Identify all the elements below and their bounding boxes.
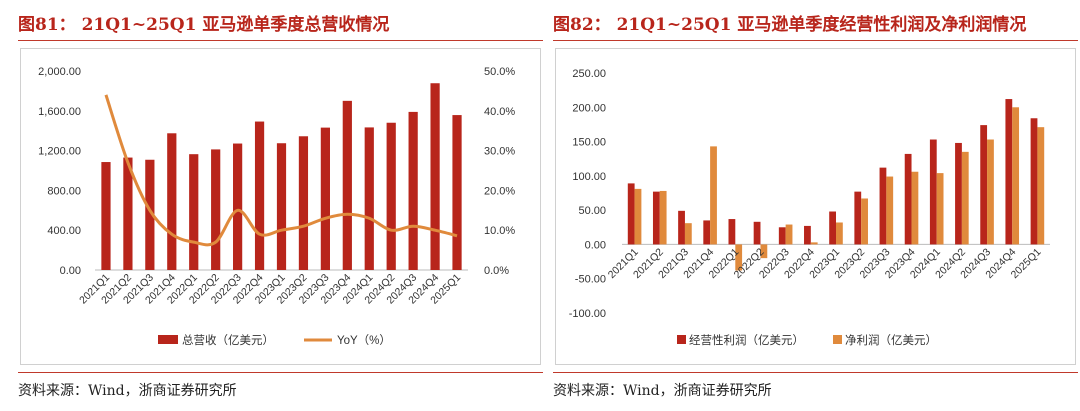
net-profit-bar [760, 244, 768, 259]
revenue-bar [101, 162, 111, 270]
revenue-bar [430, 83, 440, 270]
left-chart-frame: 0.00 400.00 800.00 1,200.00 1,600.00 2,000.00… [20, 48, 541, 365]
left-title-rule [18, 40, 543, 41]
left-figure-title: 图81： 21Q1~25Q1 亚马逊单季度总营收情况 [18, 15, 390, 35]
operating-profit-bar [753, 221, 761, 245]
operating-profit-bar [728, 219, 736, 245]
y-left-tick-label: 1,600.00 [38, 106, 81, 118]
right-panel: 图82： 21Q1~25Q1 亚马逊单季度经营性利润及净利润情况 -100.00… [553, 0, 1078, 411]
left-panel: 图81： 21Q1~25Q1 亚马逊单季度总营收情况 0.00 400.00 800… [18, 0, 543, 411]
y-left-tick-label: 1,200.00 [38, 146, 81, 158]
operating-profit-bar [904, 153, 912, 245]
revenue-bar [233, 143, 243, 270]
y-right-tick-label: 0.0% [484, 265, 509, 277]
net-profit-bar [886, 176, 894, 245]
y-right-tick-label: 10.0% [484, 225, 515, 237]
operating-profit-bar [703, 220, 711, 245]
y-right-tick-label: 30.0% [484, 146, 515, 158]
y-tick-label: 0.00 [585, 239, 606, 251]
net-profit-bar [1012, 107, 1020, 245]
legend-label-net-profit: 净利润（亿美元） [845, 333, 937, 347]
revenue-bar [320, 127, 330, 270]
y-tick-label: 200.00 [572, 102, 606, 114]
right-source-note: 资料来源：Wind，浙商证券研究所 [553, 383, 772, 399]
revenue-bar [123, 157, 133, 270]
legend-label-revenue: 总营收（亿美元） [182, 333, 274, 347]
operating-profit-bar [854, 191, 862, 245]
y-left-tick-label: 0.00 [60, 265, 81, 277]
operating-profit-bar [678, 210, 685, 245]
y-tick-label: 150.00 [572, 137, 606, 149]
legend-label-yoy: YoY（%） [337, 334, 391, 347]
y-tick-label: 250.00 [572, 68, 606, 80]
legend-label-operating-profit: 经营性利润（亿美元） [689, 333, 804, 347]
operating-profit-bar [652, 191, 660, 245]
revenue-bar [211, 149, 221, 270]
net-profit-bar [634, 188, 642, 245]
net-profit-bar [911, 171, 919, 245]
y-right-tick-label: 40.0% [484, 106, 515, 118]
net-profit-bar [1037, 127, 1045, 245]
legend-swatch-revenue [158, 335, 178, 344]
left-source-note: 资料来源：Wind，浙商证券研究所 [18, 383, 237, 399]
y-left-tick-label: 800.00 [47, 185, 81, 197]
legend-swatch-net-profit [833, 335, 842, 344]
net-profit-bar [861, 198, 868, 245]
y-left-tick-label: 2,000.00 [38, 66, 81, 78]
right-chart-frame: -100.00 -50.00 0.00 50.00 100.00 150.00 200.00… [555, 48, 1076, 365]
right-figure-title: 图82： 21Q1~25Q1 亚马逊单季度经营性利润及净利润情况 [553, 15, 1027, 35]
y-tick-label: -50.00 [575, 274, 606, 286]
net-profit-bar [836, 222, 843, 245]
operating-profit-bar [879, 167, 887, 245]
net-profit-bar [710, 146, 717, 245]
y-tick-label: -100.00 [569, 308, 606, 320]
net-profit-bar [684, 223, 692, 245]
net-profit-bar [987, 139, 994, 245]
revenue-bar [342, 100, 352, 270]
operating-profit-bar [778, 227, 786, 245]
net-profit-bar [810, 242, 818, 245]
revenue-bar [189, 154, 199, 270]
legend-swatch-operating-profit [677, 335, 686, 344]
revenue-bar [408, 111, 418, 270]
yoy-line [104, 94, 458, 247]
y-right-tick-label: 20.0% [484, 185, 515, 197]
net-profit-bar [735, 244, 743, 271]
revenue-bar [276, 143, 287, 270]
y-right-tick-label: 50.0% [484, 66, 515, 78]
y-left-tick-label: 400.00 [47, 225, 81, 237]
revenue-bar [145, 159, 155, 270]
operating-profit-bar [980, 125, 988, 245]
profit-chart: -100.00 -50.00 0.00 50.00 100.00 150.00 200.00… [569, 68, 1050, 347]
left-source-rule [18, 372, 543, 373]
net-profit-bar [785, 224, 793, 245]
net-profit-bar [961, 151, 969, 245]
right-source-rule [553, 372, 1078, 373]
operating-profit-bar [1005, 99, 1013, 245]
revenue-chart: 0.00 400.00 800.00 1,200.00 1,600.00 2,000.00… [38, 66, 515, 347]
operating-profit-bar [829, 211, 836, 245]
revenue-bar [298, 136, 309, 270]
operating-profit-bar [627, 183, 635, 245]
operating-profit-bar [1030, 118, 1038, 245]
operating-profit-bar [955, 142, 962, 245]
net-profit-bar [936, 173, 944, 245]
operating-profit-bar [929, 139, 937, 245]
revenue-bar [254, 121, 265, 271]
revenue-bar [167, 133, 177, 270]
net-profit-bar [659, 190, 667, 245]
right-title-rule [553, 40, 1078, 41]
revenue-bar [452, 115, 462, 271]
revenue-bar [386, 122, 396, 271]
revenue-bar [364, 127, 374, 270]
y-tick-label: 100.00 [572, 171, 606, 183]
y-tick-label: 50.00 [578, 205, 606, 217]
operating-profit-bar [804, 225, 811, 245]
